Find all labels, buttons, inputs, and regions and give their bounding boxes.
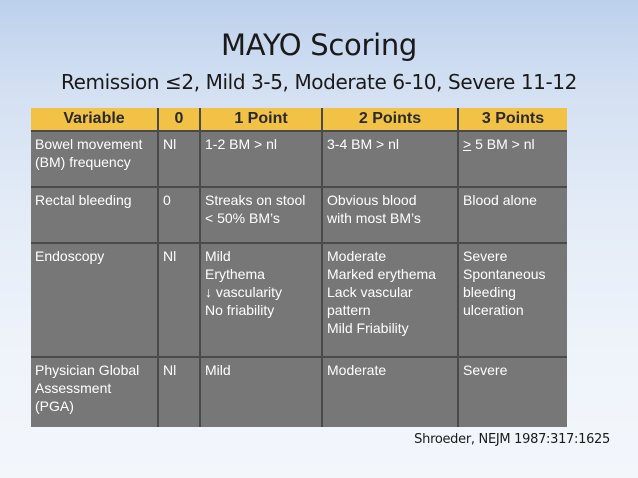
- header-zero: 0: [158, 108, 201, 132]
- cell-line: Erythema: [205, 266, 265, 283]
- slide-subtitle: Remission ≤2, Mild 3-5, Moderate 6-10, S…: [61, 70, 577, 94]
- cell-three-points: Severe: [458, 357, 567, 427]
- header-variable: Variable: [31, 108, 159, 132]
- cell-line: Rectal bleeding: [35, 192, 132, 209]
- cell-variable: Endoscopy: [31, 243, 159, 358]
- cell-one-point: 1-2 BM > nl: [200, 131, 323, 189]
- cell-line: Moderate: [327, 248, 387, 265]
- header-one-point: 1 Point: [200, 108, 323, 132]
- cell-one-point: Mild Erythema ↓ vascularity No friabilit…: [200, 243, 323, 358]
- cell-line: pattern: [327, 302, 371, 319]
- header-two-points: 2 Points: [322, 108, 459, 132]
- cell-line: Mild: [205, 361, 231, 378]
- cell-two-points: Moderate Marked erythema Lack vascular p…: [322, 243, 459, 358]
- cell-line: Nl: [163, 248, 177, 265]
- cell-line: 3-4 BM > nl: [327, 136, 399, 152]
- citation: Shroeder, NEJM 1987:317:1625: [414, 432, 610, 447]
- cell-line: (BM) frequency: [35, 154, 131, 170]
- cell-line: Physician Global: [35, 361, 140, 378]
- cell-zero: Nl: [158, 131, 201, 189]
- cell-line: Bowel movement: [35, 136, 143, 152]
- cell-two-points: Moderate: [322, 356, 459, 427]
- cell-variable: Physician Global Assessment (PGA): [31, 356, 159, 427]
- cell-two-points: 3-4 BM > nl: [322, 131, 459, 189]
- cell-one-point: Streaks on stool < 50% BM’s: [200, 187, 323, 245]
- cell-line: Spontaneous: [463, 266, 546, 283]
- cell-line: Marked erythema: [327, 266, 436, 283]
- cell-line: Mild: [205, 248, 231, 265]
- slide-title: MAYO Scoring: [220, 28, 418, 62]
- cell-line: Obvious blood: [327, 192, 417, 209]
- cell-variable: Rectal bleeding: [31, 187, 159, 245]
- cell-line: ulceration: [463, 302, 524, 319]
- cell-two-points: Obvious blood with most BM’s: [322, 187, 459, 245]
- cell-line: bleeding: [463, 284, 516, 301]
- cell-variable: Bowel movement (BM) frequency: [31, 131, 159, 189]
- table-row-physician-global-assessment: Physician Global Assessment (PGA) Nl Mil…: [31, 356, 567, 427]
- table-row-endoscopy: Endoscopy Nl Mild Erythema ↓ vascularity…: [31, 243, 567, 358]
- cell-one-point: Mild: [200, 356, 323, 427]
- cell-zero: Nl: [158, 356, 201, 427]
- cell-three-points: Blood alone: [458, 187, 567, 245]
- table-header-row: Variable 0 1 Point 2 Points 3 Points: [31, 108, 567, 132]
- cell-line: < 50% BM’s: [205, 210, 280, 227]
- cell-text: 5 BM > nl: [471, 136, 535, 152]
- table-row-bowel-movement: Bowel movement (BM) frequency Nl 1-2 BM …: [31, 131, 567, 189]
- cell-line: Blood alone: [463, 192, 537, 209]
- cell-line: Nl: [163, 361, 177, 378]
- mayo-score-table: Variable 0 1 Point 2 Points 3 Points Bow…: [31, 108, 567, 427]
- cell-zero: Nl: [158, 243, 201, 358]
- cell-line: Endoscopy: [35, 248, 105, 265]
- cell-line: Lack vascular: [327, 284, 413, 301]
- table-row-rectal-bleeding: Rectal bleeding 0 Streaks on stool < 50%…: [31, 187, 567, 245]
- cell-three-points: Severe Spontaneous bleeding ulceration: [458, 243, 567, 358]
- cell-line: Moderate: [327, 361, 387, 378]
- cell-three-points: > 5 BM > nl: [458, 131, 567, 189]
- header-three-points: 3 Points: [458, 108, 567, 132]
- greater-equal-sign: >: [463, 136, 472, 152]
- cell-line: Nl: [163, 136, 177, 152]
- cell-line: Mild Friability: [327, 320, 409, 337]
- cell-line: Severe: [463, 361, 508, 378]
- cell-line: 0: [163, 192, 171, 209]
- cell-zero: 0: [158, 187, 201, 245]
- cell-line: No friability: [205, 302, 275, 319]
- cell-line: Severe: [463, 248, 508, 265]
- cell-line: 1-2 BM > nl: [205, 136, 277, 152]
- cell-line: > 5 BM > nl: [463, 135, 563, 153]
- cell-line: (PGA): [35, 397, 74, 414]
- cell-line: Streaks on stool: [205, 192, 306, 209]
- cell-line: Assessment: [35, 379, 112, 396]
- cell-line: ↓ vascularity: [205, 284, 283, 301]
- cell-line: with most BM’s: [327, 210, 421, 227]
